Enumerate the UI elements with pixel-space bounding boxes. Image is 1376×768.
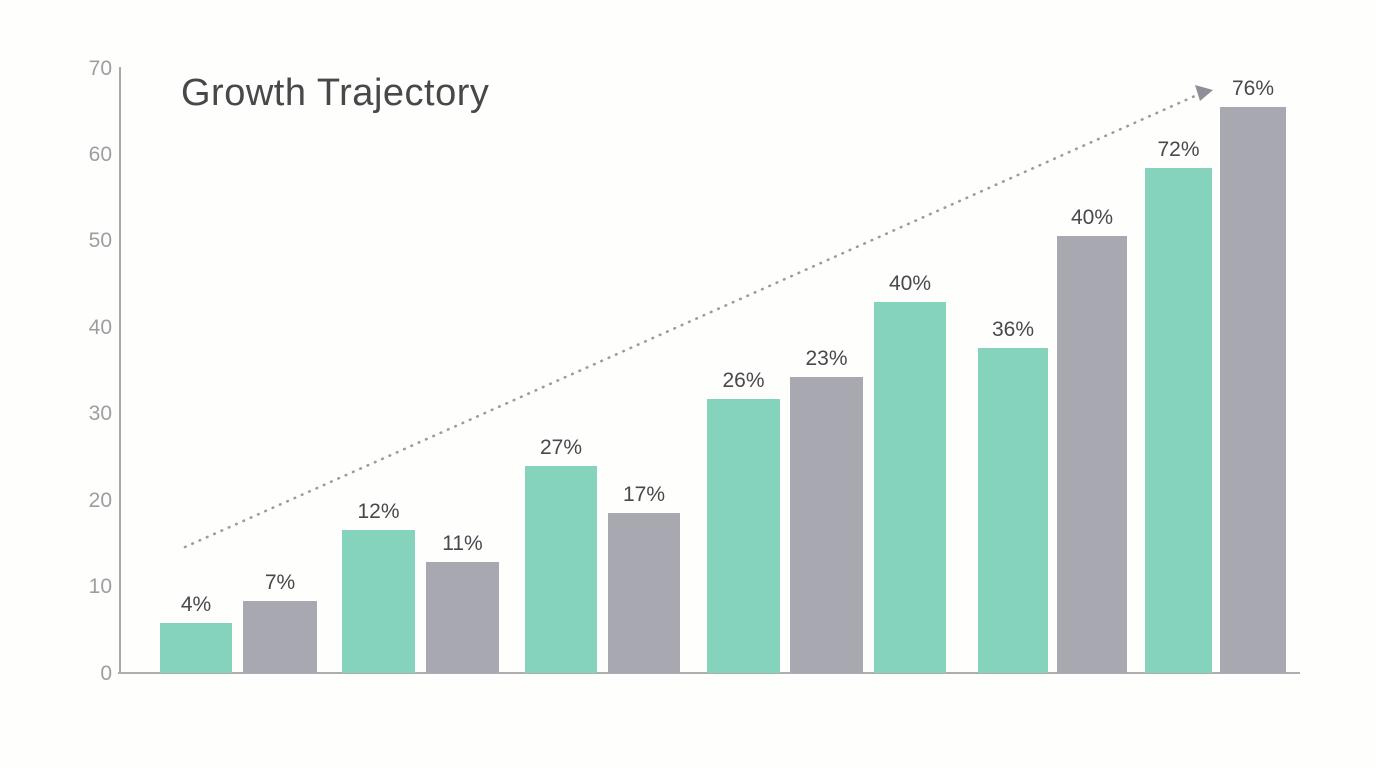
bar [874,302,946,673]
bar [1057,236,1127,673]
bar-value-label: 40% [888,272,932,295]
bar-value-label: 11% [442,532,483,555]
bar-value-label: 17% [622,483,666,506]
bar [707,399,780,673]
y-axis-tick-label: 0 [100,662,112,685]
bar [525,466,597,673]
bar [243,601,317,673]
bar [160,623,232,673]
bar-value-label: 40% [1070,206,1114,229]
bar-value-label: 26% [722,369,765,392]
y-axis-tick-label: 30 [88,402,112,425]
bar [978,348,1048,673]
bar [790,377,863,673]
bar-value-label: 12% [357,500,400,523]
bar [426,562,499,673]
bar [1145,168,1212,673]
bar-value-label: 4% [180,593,212,616]
chart-title: Growth Trajectory [181,72,490,114]
x-axis-line [118,672,1300,674]
bar-value-label: 7% [264,571,296,594]
y-axis-tick-label: 40 [88,316,112,339]
y-axis-tick-label: 10 [88,575,112,598]
y-axis-line [119,67,121,673]
bar-value-label: 72% [1157,138,1200,161]
bar-value-label: 27% [539,436,583,459]
bar-value-label: 23% [805,347,848,370]
y-axis-tick-label: 50 [88,229,112,252]
bar-value-label: 76% [1231,77,1275,100]
y-axis-tick-label: 20 [88,489,112,512]
bar [1220,107,1286,673]
bar-value-label: 36% [991,318,1035,341]
y-axis-tick-label: 70 [88,57,112,80]
bar [342,530,415,673]
bar [608,513,680,673]
y-axis-tick-label: 60 [88,143,112,166]
